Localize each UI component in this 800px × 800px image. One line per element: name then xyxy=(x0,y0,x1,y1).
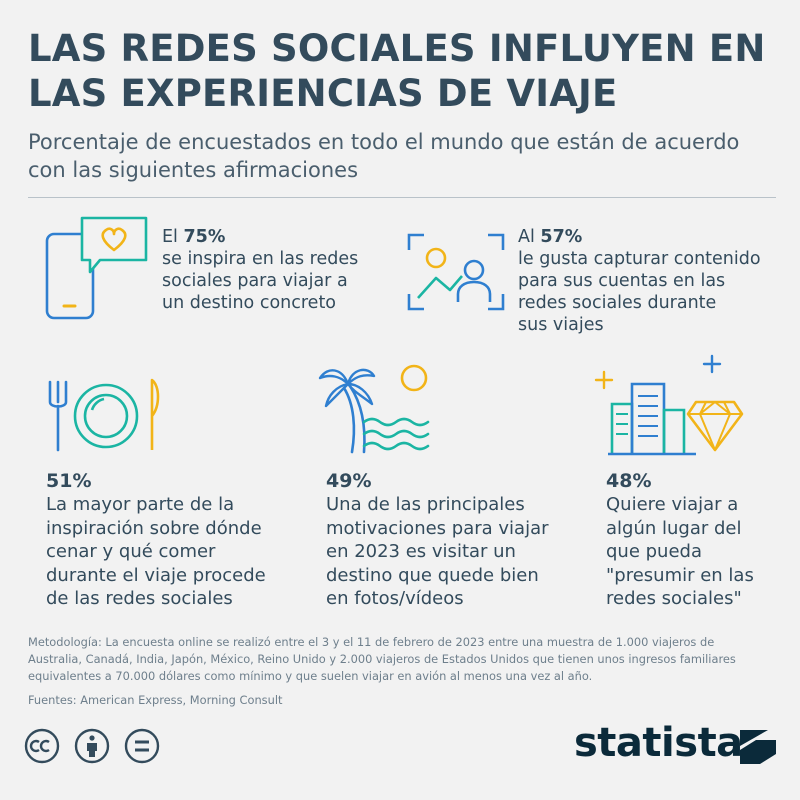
stat-2-line-2: para sus cuentas en las xyxy=(518,271,726,291)
method-line-3: equivalentes a 70.000 dólares como mínim… xyxy=(28,669,593,683)
stat-5-line-1: Quiere viajar a xyxy=(606,494,739,515)
stat-4-line-2: motivaciones para viajar xyxy=(326,517,549,539)
stat-card-3: 51% La mayor parte de la inspiración sob… xyxy=(46,469,266,611)
subtitle-line-2: con las siguientes afirmaciones xyxy=(28,158,359,182)
buildings-diamond-icon xyxy=(594,354,744,456)
no-derivatives-icon[interactable] xyxy=(124,728,160,764)
page-title: LAS REDES SOCIALES INFLUYEN EN LAS EXPER… xyxy=(28,26,788,116)
statista-logo-icon xyxy=(740,730,776,764)
stat-3-line-5: de las redes sociales xyxy=(46,588,233,609)
stat-3-line-2: inspiración sobre dónde xyxy=(46,517,262,539)
stat-2-value: 57% xyxy=(540,227,583,247)
sources-note: Fuentes: American Express, Morning Consu… xyxy=(28,693,283,707)
stat-card-1: El 75% se inspira en las redes sociales … xyxy=(162,226,358,314)
stat-4-value: 49% xyxy=(326,470,372,492)
stat-5-line-5: redes sociales" xyxy=(606,588,742,609)
attribution-icon[interactable] xyxy=(74,728,110,764)
phone-heart-icon xyxy=(45,216,148,320)
stat-2-line-4: sus viajes xyxy=(518,315,604,335)
stat-1-line-3: un destino concreto xyxy=(162,293,337,313)
stat-3-line-3: cenar y qué comer xyxy=(46,541,216,562)
stat-5-line-3: que pueda xyxy=(606,541,702,562)
palm-beach-icon xyxy=(318,364,430,454)
statista-logo[interactable]: statista xyxy=(574,720,743,766)
stat-3-value: 51% xyxy=(46,470,92,492)
title-line-2: LAS EXPERIENCIAS DE VIAJE xyxy=(28,72,618,115)
stat-2-line-1: le gusta capturar contenido xyxy=(518,249,761,269)
stat-3-line-1: La mayor parte de la xyxy=(46,494,235,515)
stat-card-4: 49% Una de las principales motivaciones … xyxy=(326,469,549,611)
brand-wordmark: statista xyxy=(574,720,743,766)
stat-4-line-1: Una de las principales xyxy=(326,494,525,515)
stat-4-line-5: en fotos/vídeos xyxy=(326,588,464,609)
stat-1-prefix: El xyxy=(162,227,178,247)
stat-5-value: 48% xyxy=(606,470,652,492)
stat-1-line-1: se inspira en las redes xyxy=(162,249,359,269)
methodology-note: Metodología: La encuesta online se reali… xyxy=(28,634,768,685)
method-line-1: Metodología: La encuesta online se reali… xyxy=(28,635,715,649)
stat-1-line-2: sociales para viajar a xyxy=(162,271,348,291)
plate-cutlery-icon xyxy=(48,378,160,452)
divider xyxy=(28,197,776,198)
stat-5-line-4: "presumir en las xyxy=(606,564,754,586)
stat-2-line-3: redes sociales durante xyxy=(518,293,717,313)
title-line-1: LAS REDES SOCIALES INFLUYEN EN xyxy=(28,27,766,70)
photo-capture-icon xyxy=(407,233,505,311)
stat-2-prefix: Al xyxy=(518,227,535,247)
cc-license-icon[interactable] xyxy=(24,728,60,764)
stat-3-line-4: durante el viaje procede xyxy=(46,564,266,586)
subtitle-line-1: Porcentaje de encuestados en todo el mun… xyxy=(28,130,740,154)
stat-card-5: 48% Quiere viajar a algún lugar del que … xyxy=(606,469,754,611)
subtitle: Porcentaje de encuestados en todo el mun… xyxy=(28,128,788,184)
method-line-2: Australia, Canadá, India, Japón, México,… xyxy=(28,652,736,666)
stat-card-2: Al 57% le gusta capturar contenido para … xyxy=(518,226,761,336)
stat-4-line-4: destino que quede bien xyxy=(326,564,539,586)
stat-4-line-3: en 2023 es visitar un xyxy=(326,541,516,562)
stat-5-line-2: algún lugar del xyxy=(606,517,742,539)
stat-1-value: 75% xyxy=(183,227,226,247)
